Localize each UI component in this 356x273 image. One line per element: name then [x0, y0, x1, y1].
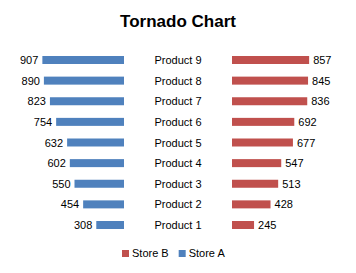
data-label: 677 — [297, 137, 315, 149]
category-label: Product 6 — [154, 116, 201, 128]
data-label: 890 — [22, 75, 40, 87]
legend: Store B Store A — [122, 247, 225, 259]
data-label: 547 — [285, 157, 303, 169]
bar — [232, 77, 308, 85]
data-label: 308 — [74, 219, 92, 231]
data-label: 632 — [45, 137, 63, 149]
bar — [232, 180, 278, 188]
data-label: 245 — [258, 219, 276, 231]
data-label: 907 — [20, 54, 38, 66]
bar — [96, 221, 124, 229]
data-label: 550 — [52, 178, 70, 190]
bar — [232, 221, 254, 229]
bar — [232, 139, 293, 147]
data-label: 692 — [298, 116, 316, 128]
title: Tornado Chart — [120, 12, 236, 31]
category-label: Product 4 — [154, 157, 201, 169]
data-label: 836 — [311, 95, 329, 107]
bar — [67, 139, 124, 147]
data-label: 823 — [28, 95, 46, 107]
bar — [232, 56, 309, 64]
category-label: Product 9 — [154, 54, 201, 66]
bar — [232, 200, 271, 208]
data-label: 845 — [312, 75, 330, 87]
category-label: Product 8 — [154, 75, 201, 87]
data-label: 428 — [275, 198, 293, 210]
bars-left — [42, 56, 124, 229]
category-label: Product 5 — [154, 137, 201, 149]
bar — [232, 118, 294, 126]
category-label: Product 3 — [154, 178, 201, 190]
legend-label: Store A — [189, 247, 226, 259]
legend-swatch — [122, 250, 129, 257]
category-label: Product 7 — [154, 95, 201, 107]
bar — [42, 56, 124, 64]
bar — [232, 159, 281, 167]
data-label: 602 — [47, 157, 65, 169]
bar — [70, 159, 124, 167]
chart-container: Tornado Chart Product 1 Product 2 Product 3… — [0, 0, 356, 273]
bar — [50, 97, 124, 105]
bar — [75, 180, 125, 188]
data-label: 454 — [61, 198, 79, 210]
chart-svg: Tornado Chart Product 1 Product 2 Product 3… — [0, 0, 356, 273]
category-label: Product 2 — [154, 198, 201, 210]
data-label: 754 — [34, 116, 52, 128]
data-label: 513 — [282, 178, 300, 190]
bar — [83, 200, 124, 208]
bar — [44, 77, 124, 85]
legend-label: Store B — [132, 247, 169, 259]
category-label: Product 1 — [154, 219, 201, 231]
bar — [56, 118, 124, 126]
data-label: 857 — [313, 54, 331, 66]
legend-swatch — [179, 250, 186, 257]
bar — [232, 97, 307, 105]
